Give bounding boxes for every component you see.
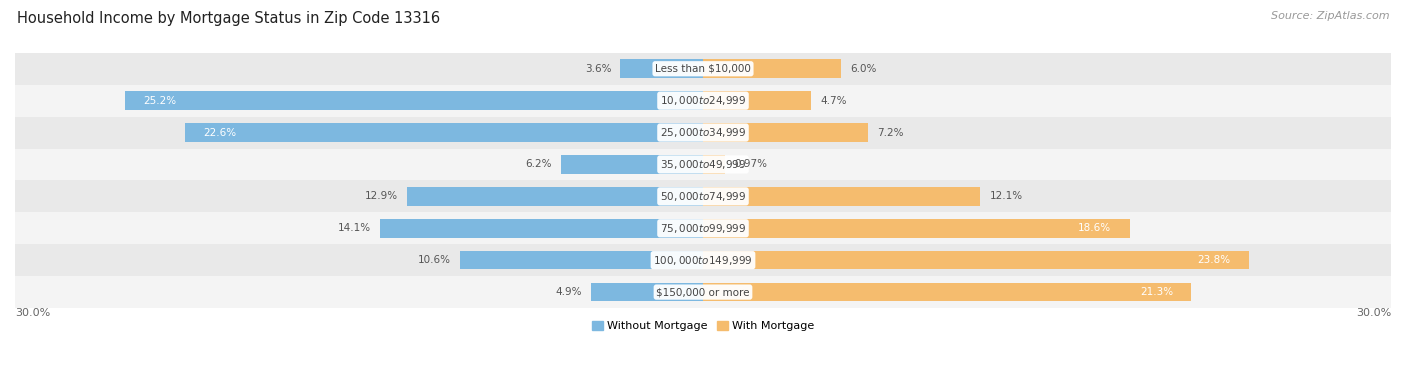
FancyBboxPatch shape xyxy=(15,276,1391,308)
Text: $25,000 to $34,999: $25,000 to $34,999 xyxy=(659,126,747,139)
Text: $100,000 to $149,999: $100,000 to $149,999 xyxy=(654,254,752,267)
Bar xyxy=(703,283,1191,301)
Legend: Without Mortgage, With Mortgage: Without Mortgage, With Mortgage xyxy=(588,317,818,336)
Bar xyxy=(460,251,703,270)
Text: 10.6%: 10.6% xyxy=(418,255,451,265)
Text: $75,000 to $99,999: $75,000 to $99,999 xyxy=(659,222,747,235)
FancyBboxPatch shape xyxy=(15,244,1391,276)
Bar xyxy=(703,59,841,78)
Bar xyxy=(408,187,703,206)
Bar xyxy=(591,283,703,301)
FancyBboxPatch shape xyxy=(15,149,1391,180)
Text: $35,000 to $49,999: $35,000 to $49,999 xyxy=(659,158,747,171)
Text: Less than $10,000: Less than $10,000 xyxy=(655,64,751,74)
Bar xyxy=(380,219,703,237)
Text: 30.0%: 30.0% xyxy=(15,308,51,318)
Text: 25.2%: 25.2% xyxy=(143,96,177,106)
Bar xyxy=(620,59,703,78)
Text: Household Income by Mortgage Status in Zip Code 13316: Household Income by Mortgage Status in Z… xyxy=(17,11,440,26)
Text: $150,000 or more: $150,000 or more xyxy=(657,287,749,297)
FancyBboxPatch shape xyxy=(15,53,1391,85)
Text: 6.0%: 6.0% xyxy=(849,64,876,74)
Text: 23.8%: 23.8% xyxy=(1198,255,1230,265)
Text: 7.2%: 7.2% xyxy=(877,127,904,138)
Bar xyxy=(561,155,703,174)
Text: 4.7%: 4.7% xyxy=(820,96,846,106)
FancyBboxPatch shape xyxy=(15,85,1391,116)
Bar xyxy=(184,123,703,142)
Text: 18.6%: 18.6% xyxy=(1078,223,1111,233)
FancyBboxPatch shape xyxy=(15,212,1391,244)
Text: 12.9%: 12.9% xyxy=(366,191,398,201)
Bar xyxy=(703,187,980,206)
Bar xyxy=(703,251,1249,270)
Text: 4.9%: 4.9% xyxy=(555,287,582,297)
FancyBboxPatch shape xyxy=(15,116,1391,149)
Text: 0.97%: 0.97% xyxy=(734,160,768,169)
Text: 30.0%: 30.0% xyxy=(1355,308,1391,318)
Text: 6.2%: 6.2% xyxy=(524,160,551,169)
Bar xyxy=(703,91,811,110)
Text: 3.6%: 3.6% xyxy=(585,64,612,74)
Text: 14.1%: 14.1% xyxy=(337,223,370,233)
Text: $10,000 to $24,999: $10,000 to $24,999 xyxy=(659,94,747,107)
Text: 12.1%: 12.1% xyxy=(990,191,1022,201)
Text: 21.3%: 21.3% xyxy=(1140,287,1173,297)
Text: Source: ZipAtlas.com: Source: ZipAtlas.com xyxy=(1271,11,1389,21)
Text: 22.6%: 22.6% xyxy=(202,127,236,138)
Bar xyxy=(125,91,703,110)
Bar xyxy=(703,219,1129,237)
Bar xyxy=(703,123,868,142)
FancyBboxPatch shape xyxy=(15,180,1391,212)
Text: $50,000 to $74,999: $50,000 to $74,999 xyxy=(659,190,747,203)
Bar xyxy=(703,155,725,174)
